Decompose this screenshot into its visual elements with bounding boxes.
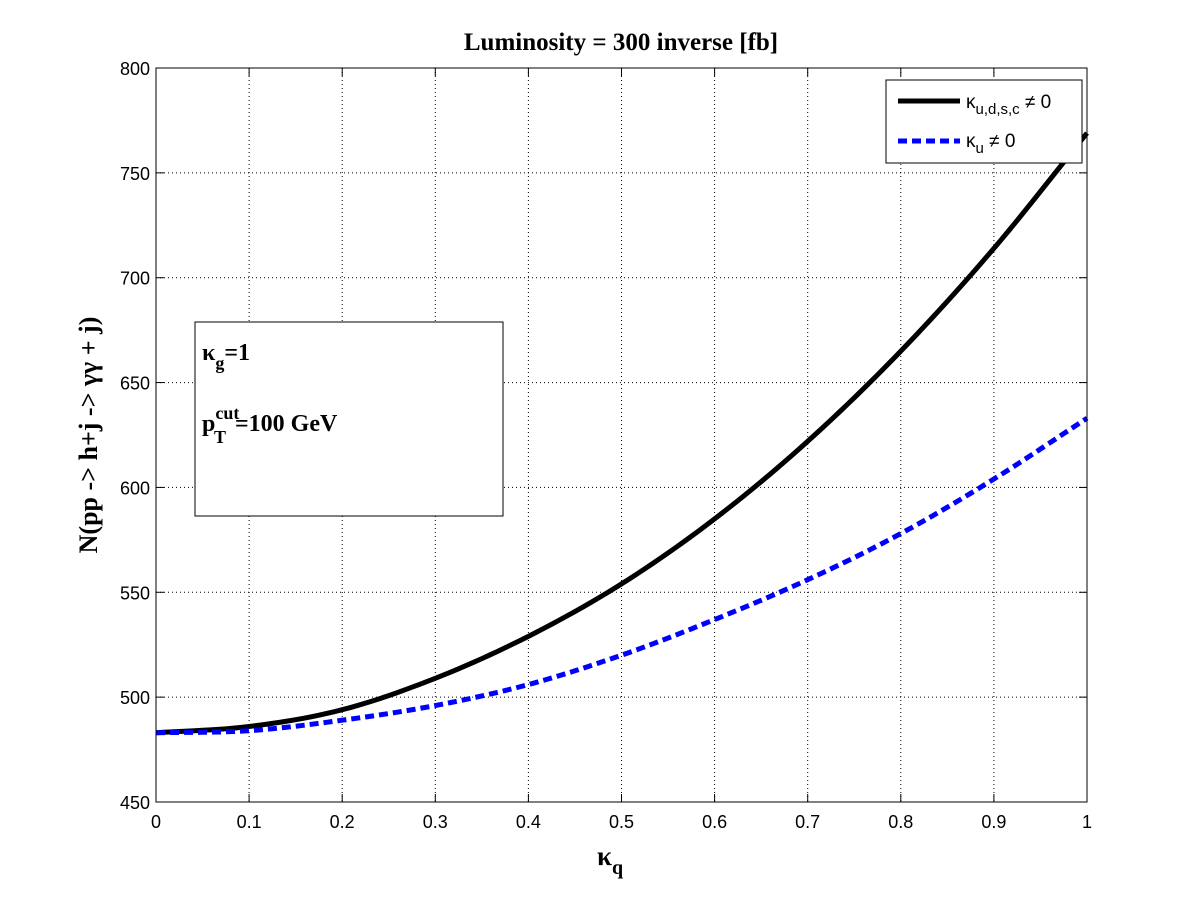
legend-1-sub: u,d,s,c [976,101,1021,118]
annotation-box: κg=1 pcut T =100 GeV [194,321,504,517]
x-tick-label: 0.7 [795,812,820,832]
legend-1-tail: ≠ 0 [1020,92,1052,113]
x-tick-label: 0.5 [609,812,634,832]
annotation-pt-tail: =100 GeV [235,411,338,437]
y-tick-label: 450 [120,793,150,813]
y-tick-label: 800 [120,59,150,79]
annotation-kappa-main: κ [202,340,216,366]
x-tick-label: 0.2 [330,812,355,832]
legend: κu,d,s,c ≠ 0 κu ≠ 0 [885,79,1083,164]
x-tick-label: 0.1 [237,812,262,832]
x-tick-label: 1 [1082,812,1092,832]
tick-labels: 0 0.1 0.2 0.3 0.4 0.5 0.6 0.7 0.8 0.9 1 450 500 550 60… [120,59,1092,832]
legend-1-main: κ [966,92,976,113]
y-tick-label: 650 [120,374,150,394]
legend-frame [885,79,1083,164]
annotation-kappa-tail: =1 [224,340,250,366]
chart-title: Luminosity = 300 inverse [fb] [464,29,778,56]
x-tick-label: 0.4 [516,812,541,832]
x-tick-label: 0.6 [702,812,727,832]
y-tick-label: 700 [120,269,150,289]
x-tick-label: 0.9 [981,812,1006,832]
y-tick-label: 500 [120,688,150,708]
annotation-pt-main: p [202,411,215,437]
axes-frame [155,67,1088,803]
y-tick-label: 550 [120,583,150,603]
x-axis-label: κq [597,841,623,879]
legend-2-tail: ≠ 0 [984,131,1016,152]
annotation-pt-cut: pcut T =100 GeV [202,403,338,447]
axis-ticks [155,67,1088,803]
legend-label-series-2: κu ≠ 0 [966,131,1015,157]
annotation-pt-sub: T [214,427,226,447]
annotation-kappa-g: κg=1 [202,340,250,373]
annotation-pt-sup: cut [215,403,239,423]
series-line-2 [155,416,1089,736]
x-tick-label: 0.3 [423,812,448,832]
x-tick-label: 0 [151,812,161,832]
series-line-1 [155,131,1089,736]
legend-label-series-1: κu,d,s,c ≠ 0 [966,92,1051,118]
series-layer [155,131,1089,736]
legend-2-main: κ [966,131,976,152]
y-tick-label: 750 [120,164,150,184]
legend-2-sub: u [976,140,984,157]
x-axis-label-main: κ [597,841,612,871]
y-tick-label: 600 [120,478,150,498]
annotation-frame [194,321,504,517]
x-tick-label: 0.8 [888,812,913,832]
y-axis-label: N(pp -> h+j -> γγ + j) [74,317,103,554]
annotation-kappa-sub: g [215,353,224,373]
x-axis-label-sub: q [612,857,623,879]
